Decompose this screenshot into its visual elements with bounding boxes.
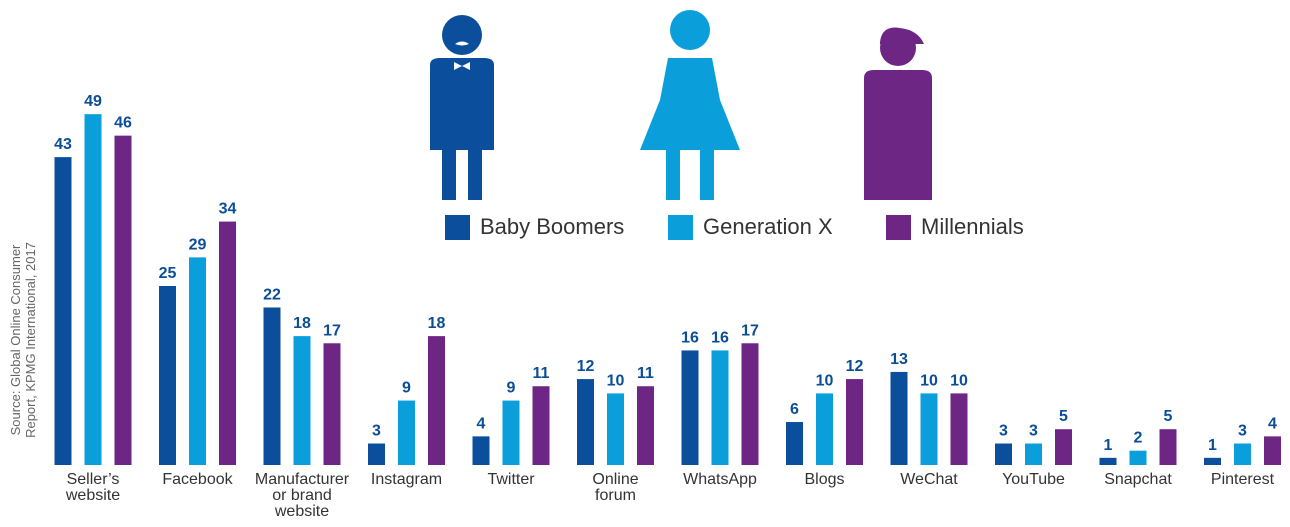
legend-swatch bbox=[445, 215, 470, 240]
value-label: 13 bbox=[890, 351, 908, 368]
icon-millennial bbox=[864, 27, 932, 200]
bar bbox=[950, 393, 968, 465]
bar bbox=[1264, 436, 1281, 465]
x-tick-label: Facebook bbox=[162, 471, 233, 488]
legend-swatch bbox=[668, 215, 693, 240]
bar bbox=[890, 371, 908, 465]
bar bbox=[502, 400, 520, 465]
bar bbox=[219, 221, 236, 465]
value-label: 6 bbox=[790, 401, 799, 418]
value-label: 9 bbox=[507, 380, 516, 397]
value-label: 18 bbox=[293, 315, 311, 332]
value-label: 4 bbox=[477, 415, 486, 432]
value-label: 5 bbox=[1164, 408, 1173, 425]
x-tick-label: Pinterest bbox=[1210, 471, 1275, 488]
bar bbox=[920, 393, 938, 465]
bar bbox=[323, 343, 341, 465]
value-label: 16 bbox=[681, 329, 699, 346]
bar bbox=[293, 336, 311, 465]
bar bbox=[54, 157, 72, 465]
bar bbox=[398, 400, 415, 465]
value-label: 49 bbox=[84, 93, 102, 110]
value-label: 10 bbox=[950, 372, 968, 389]
value-label: 17 bbox=[741, 322, 759, 339]
bar bbox=[846, 379, 863, 465]
bar bbox=[1159, 429, 1177, 465]
value-label: 3 bbox=[372, 423, 381, 440]
x-tick-label: Blogs bbox=[804, 471, 845, 488]
value-label: 4 bbox=[1268, 415, 1277, 432]
value-label: 22 bbox=[263, 286, 281, 303]
bar bbox=[816, 393, 833, 465]
x-tick-label: Snapchat bbox=[1104, 471, 1172, 488]
bar bbox=[1234, 443, 1251, 465]
bar bbox=[1204, 457, 1221, 465]
legend-swatch bbox=[886, 215, 911, 240]
value-label: 2 bbox=[1134, 430, 1143, 447]
value-label: 10 bbox=[816, 372, 834, 389]
bar bbox=[84, 114, 102, 465]
value-label: 25 bbox=[159, 265, 177, 282]
value-label: 1 bbox=[1208, 437, 1217, 454]
bar bbox=[1129, 450, 1147, 465]
bar bbox=[741, 343, 759, 465]
bar bbox=[428, 336, 445, 465]
value-label: 3 bbox=[999, 423, 1008, 440]
value-label: 46 bbox=[114, 115, 132, 132]
bar bbox=[637, 386, 654, 465]
x-tick-label: WeChat bbox=[900, 471, 958, 488]
x-tick-label: WhatsApp bbox=[683, 471, 757, 488]
bar bbox=[532, 386, 550, 465]
bar bbox=[159, 286, 176, 465]
bar bbox=[681, 350, 699, 465]
value-label: 18 bbox=[428, 315, 446, 332]
bar bbox=[368, 443, 385, 465]
x-tick-label: Instagram bbox=[370, 471, 443, 488]
value-label: 11 bbox=[637, 365, 654, 382]
icon-boomer bbox=[430, 15, 494, 200]
bar bbox=[114, 135, 132, 465]
source-note: Report, KPMG International, 2017 bbox=[23, 242, 38, 438]
source-note: Source: Global Online Consumer bbox=[8, 244, 23, 435]
bar bbox=[1025, 443, 1042, 465]
bar bbox=[711, 350, 729, 465]
legend-label: Baby Boomers bbox=[480, 214, 624, 239]
value-label: 12 bbox=[577, 358, 595, 375]
x-tick-label: Online forum bbox=[592, 471, 639, 504]
value-label: 12 bbox=[846, 358, 864, 375]
x-tick-label: Seller’s website bbox=[65, 471, 121, 504]
bar bbox=[189, 257, 206, 465]
value-label: 10 bbox=[920, 372, 938, 389]
legend-label: Millennials bbox=[921, 214, 1024, 239]
value-label: 3 bbox=[1238, 423, 1247, 440]
legend-label: Generation X bbox=[703, 214, 833, 239]
bar bbox=[1055, 429, 1072, 465]
bar bbox=[786, 422, 803, 465]
bar bbox=[577, 379, 594, 465]
value-label: 43 bbox=[54, 136, 72, 153]
bar bbox=[1099, 457, 1117, 465]
value-label: 5 bbox=[1059, 408, 1068, 425]
value-label: 17 bbox=[323, 322, 341, 339]
x-tick-label: YouTube bbox=[1002, 471, 1065, 488]
x-tick-label: Twitter bbox=[487, 471, 535, 488]
value-label: 1 bbox=[1104, 437, 1113, 454]
bar bbox=[472, 436, 490, 465]
value-label: 16 bbox=[711, 329, 729, 346]
bar bbox=[263, 307, 281, 465]
icon-genx bbox=[640, 10, 740, 200]
value-label: 34 bbox=[219, 201, 237, 218]
value-label: 3 bbox=[1029, 423, 1038, 440]
value-label: 29 bbox=[189, 236, 207, 253]
value-label: 9 bbox=[402, 380, 411, 397]
value-label: 10 bbox=[607, 372, 625, 389]
value-label: 11 bbox=[533, 365, 550, 382]
x-tick-label: Manufacturer or brand website bbox=[254, 471, 350, 520]
bar bbox=[607, 393, 624, 465]
bar bbox=[995, 443, 1012, 465]
